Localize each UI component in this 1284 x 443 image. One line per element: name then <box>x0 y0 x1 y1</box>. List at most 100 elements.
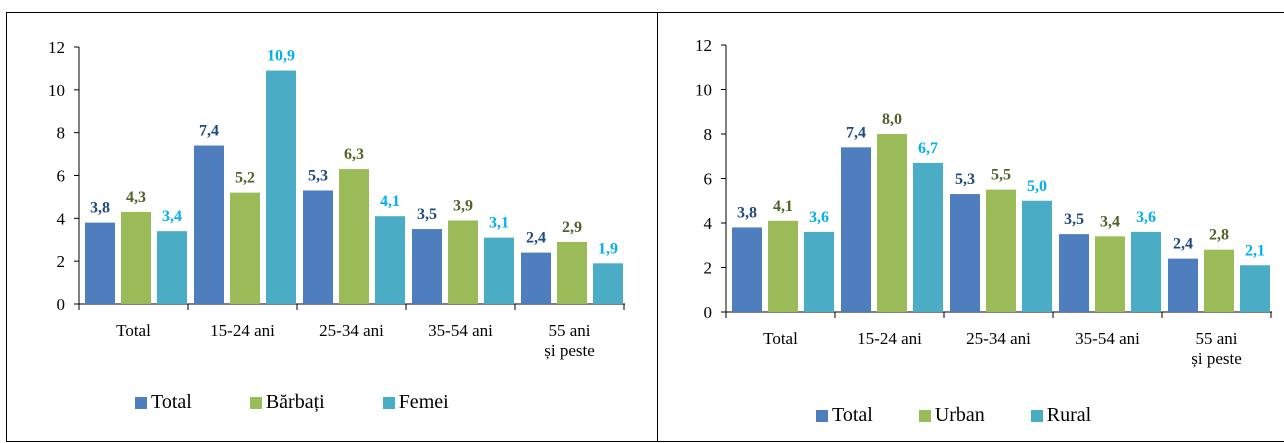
legend-swatch <box>1030 409 1043 422</box>
data-label: 3,8 <box>737 204 757 221</box>
data-label: 5,3 <box>955 171 975 188</box>
data-label: 5,0 <box>1027 178 1047 195</box>
legend-item-urban: Urban <box>918 404 985 427</box>
bar-total <box>521 252 551 304</box>
y-tick-label: 4 <box>704 214 713 233</box>
bar-total <box>85 222 115 304</box>
bar-rural <box>1131 231 1161 312</box>
bar-urban <box>986 189 1016 312</box>
y-tick-label: 10 <box>695 81 712 100</box>
data-label: 10,9 <box>267 48 295 65</box>
page-title <box>0 0 1284 12</box>
data-label: 3,8 <box>90 200 110 217</box>
bar-total <box>732 227 762 312</box>
y-tick-label: 2 <box>57 252 66 271</box>
data-label: 3,4 <box>1100 213 1120 230</box>
legend-left: Total Bărbați Femei <box>135 391 449 414</box>
y-tick-label: 12 <box>695 36 712 55</box>
legend-item-total: Total <box>816 404 873 427</box>
bar-femei <box>484 237 514 304</box>
data-label: 3,4 <box>162 208 182 225</box>
y-tick-label: 8 <box>57 124 66 143</box>
bar-rural <box>913 162 943 312</box>
data-label: 5,3 <box>308 167 328 184</box>
data-label: 4,1 <box>380 193 400 210</box>
bar-total <box>950 194 980 312</box>
data-label: 7,4 <box>846 124 866 141</box>
legend-label: Femei <box>398 391 449 413</box>
bar-urban <box>877 134 907 312</box>
bar-total <box>303 190 333 304</box>
bar-total <box>1168 258 1198 312</box>
legend-label: Urban <box>934 404 985 426</box>
y-tick-label: 6 <box>57 167 66 186</box>
data-label: 7,4 <box>199 123 219 140</box>
data-label: 3,6 <box>1136 209 1156 226</box>
bar-chart-left: 0 2 4 6 8 10 12 3,8 4,3 3,4 Total 7,4 5,2 10,9 15-24 a… <box>48 38 625 360</box>
category-label: Total <box>116 321 151 340</box>
bar-rural <box>1240 265 1270 312</box>
chart-panel-left: 0 2 4 6 8 10 12 3,8 4,3 3,4 Total 7,4 5,2 10,9 15-24 a… <box>6 12 658 442</box>
bar-total <box>841 147 871 312</box>
data-label: 2,4 <box>1173 236 1193 253</box>
bar-rural <box>1022 200 1052 312</box>
category-label: 25-34 ani <box>319 321 384 340</box>
legend-swatch <box>135 396 147 409</box>
data-label: 2,4 <box>526 230 546 247</box>
legend-label: Bărbați <box>265 391 325 413</box>
category-label: 35-54 ani <box>1075 329 1140 348</box>
legend-label: Total <box>832 404 873 426</box>
y-tick-label: 6 <box>704 170 713 189</box>
data-label: 5,5 <box>991 167 1011 184</box>
y-tick-label: 8 <box>704 125 713 144</box>
category-label: 15-24 ani <box>210 321 275 340</box>
y-tick-label: 2 <box>704 259 713 278</box>
legend-swatch <box>249 396 262 409</box>
data-label: 2,8 <box>1209 227 1229 244</box>
bar-urban <box>768 220 798 312</box>
legend-item-bărbați: Bărbați <box>249 391 325 414</box>
category-label: 55 ani și peste <box>544 321 595 360</box>
legend-item-femei: Femei <box>382 391 449 414</box>
bar-urban <box>1095 236 1125 312</box>
data-label: 3,5 <box>1064 211 1084 228</box>
data-label: 4,3 <box>126 189 146 206</box>
bar-femei <box>593 263 623 304</box>
y-tick-label: 10 <box>48 81 65 100</box>
bar-femei <box>266 70 296 304</box>
legend-item-rural: Rural <box>1030 404 1092 427</box>
bar-total <box>194 145 224 304</box>
y-tick-label: 4 <box>57 209 66 228</box>
data-label: 5,2 <box>235 170 255 187</box>
data-label: 6,3 <box>344 146 364 163</box>
category-label: Total <box>763 329 798 348</box>
legend-item-total: Total <box>135 391 192 414</box>
bar-bărbați <box>557 241 587 304</box>
legend-swatch <box>918 409 931 422</box>
bar-bărbați <box>339 169 369 304</box>
data-label: 3,5 <box>417 206 437 223</box>
legend-label: Total <box>151 391 192 413</box>
data-label: 2,9 <box>562 219 582 236</box>
category-label: 55 ani și peste <box>1191 329 1242 368</box>
bar-rural <box>804 231 834 312</box>
y-tick-label: 0 <box>704 303 713 322</box>
data-label: 6,7 <box>918 140 938 157</box>
legend-right: Total Urban Rural <box>816 404 1091 427</box>
bar-total <box>1059 234 1089 312</box>
data-label: 8,0 <box>882 111 902 128</box>
legend-label: Rural <box>1046 404 1092 426</box>
bar-total <box>412 229 442 304</box>
y-tick-label: 0 <box>57 295 66 314</box>
data-label: 2,1 <box>1245 242 1265 259</box>
legend-swatch <box>816 409 828 422</box>
data-label: 4,1 <box>773 198 793 215</box>
bar-urban <box>1204 249 1234 312</box>
bar-bărbați <box>230 192 260 304</box>
bar-chart-right: 0 2 4 6 8 10 12 3,8 4,1 3,6 Total 7,4 8,0 6,7 15-24 an… <box>695 36 1272 368</box>
bar-femei <box>375 216 405 304</box>
legend-swatch <box>382 396 395 409</box>
category-label: 15-24 ani <box>857 329 922 348</box>
data-label: 3,9 <box>453 197 473 214</box>
bar-bărbați <box>448 220 478 304</box>
